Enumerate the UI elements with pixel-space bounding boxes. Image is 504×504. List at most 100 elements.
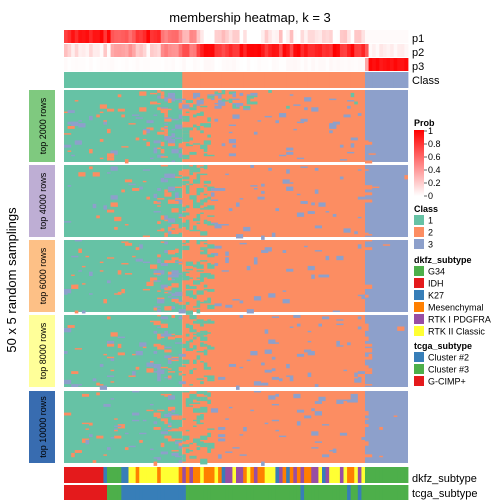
membership-cell — [185, 451, 190, 453]
membership-cell — [207, 97, 215, 99]
tcga-cell — [71, 485, 76, 500]
membership-cell — [225, 304, 233, 308]
membership-cell — [193, 229, 201, 232]
dkfz-cell — [246, 467, 251, 483]
prob-cell — [361, 58, 366, 71]
membership-cell — [268, 90, 272, 93]
membership-cell — [253, 296, 262, 301]
class-cell — [189, 72, 194, 88]
membership-cell — [171, 358, 179, 360]
membership-cell — [164, 428, 172, 430]
prob-cell — [350, 44, 355, 57]
row-group-label: top 10000 rows — [38, 396, 48, 458]
membership-cell — [182, 157, 190, 160]
membership-cell — [365, 412, 369, 416]
tcga-cell — [322, 485, 326, 500]
class-cell — [132, 72, 137, 88]
membership-cell — [282, 179, 290, 184]
class-block — [365, 391, 408, 463]
membership-cell — [279, 154, 287, 157]
membership-cell — [164, 179, 168, 183]
membership-cell — [225, 251, 229, 256]
prob-cell — [232, 58, 237, 71]
p1-label: p1 — [412, 33, 424, 45]
tcga-cell — [357, 485, 362, 500]
membership-cell — [207, 264, 215, 269]
prob-cell — [325, 58, 330, 71]
tcga-cell — [271, 485, 276, 500]
tcga-cell — [372, 485, 377, 500]
prob-tick-label: 0 — [428, 191, 433, 201]
membership-cell — [218, 102, 226, 106]
membership-cell — [178, 372, 183, 375]
class-cell — [268, 72, 273, 88]
membership-cell — [218, 427, 226, 430]
prob-cell — [300, 58, 305, 71]
membership-cell — [365, 169, 369, 171]
prob-cell — [286, 44, 291, 57]
membership-cell — [203, 219, 208, 222]
membership-cell — [171, 118, 179, 121]
prob-cell — [314, 44, 319, 57]
dkfz-cell — [386, 467, 391, 483]
dkfz-cell — [271, 467, 276, 483]
membership-cell — [114, 216, 122, 222]
membership-cell — [114, 226, 118, 230]
membership-cell — [160, 284, 168, 289]
membership-cell — [121, 114, 125, 118]
membership-cell — [153, 427, 161, 430]
class-cell — [393, 72, 398, 88]
prob-cell — [200, 44, 205, 57]
membership-cell — [307, 265, 315, 271]
membership-cell — [92, 203, 97, 209]
membership-cell — [178, 374, 183, 376]
dkfz-cell — [243, 467, 248, 483]
membership-cell — [203, 343, 208, 346]
prob-cell — [210, 44, 215, 57]
membership-cell — [167, 425, 172, 427]
membership-cell — [311, 431, 319, 436]
membership-cell — [307, 340, 312, 343]
membership-cell — [193, 92, 201, 98]
membership-cell — [203, 398, 208, 402]
membership-cell — [182, 212, 190, 216]
membership-cell — [164, 355, 172, 359]
prob-cell — [239, 30, 244, 43]
tcga-cell — [167, 485, 172, 500]
membership-cell — [157, 457, 161, 461]
membership-cell — [214, 224, 222, 229]
prob-cell — [268, 44, 273, 57]
tcga-cell — [210, 485, 215, 500]
membership-cell — [167, 143, 176, 147]
membership-cell — [178, 260, 186, 265]
membership-cell — [110, 332, 118, 337]
membership-cell — [167, 229, 176, 235]
membership-cell — [357, 244, 362, 249]
class-cell — [372, 72, 377, 88]
prob-cell — [214, 44, 219, 57]
membership-cell — [71, 274, 75, 276]
membership-cell — [164, 349, 172, 353]
class-cell — [397, 72, 402, 88]
membership-cell — [336, 345, 344, 347]
membership-cell — [239, 315, 244, 318]
membership-cell — [203, 284, 208, 288]
membership-cell — [193, 402, 201, 404]
membership-cell — [164, 306, 172, 311]
dkfz-cell — [393, 467, 398, 483]
membership-cell — [203, 273, 211, 275]
class-cell — [304, 72, 309, 88]
prob-cell — [189, 44, 194, 57]
prob-cell — [92, 58, 97, 71]
prob-cell — [92, 44, 97, 57]
membership-cell — [189, 405, 193, 407]
membership-cell — [218, 100, 226, 103]
prob-cell — [228, 44, 233, 57]
tcga-cell — [365, 485, 369, 500]
dkfz-cell — [175, 467, 180, 483]
dkfz-cell — [135, 467, 140, 483]
class-cell — [203, 72, 208, 88]
class-cell — [368, 72, 373, 88]
membership-cell — [175, 176, 183, 178]
prob-cell — [175, 44, 180, 57]
